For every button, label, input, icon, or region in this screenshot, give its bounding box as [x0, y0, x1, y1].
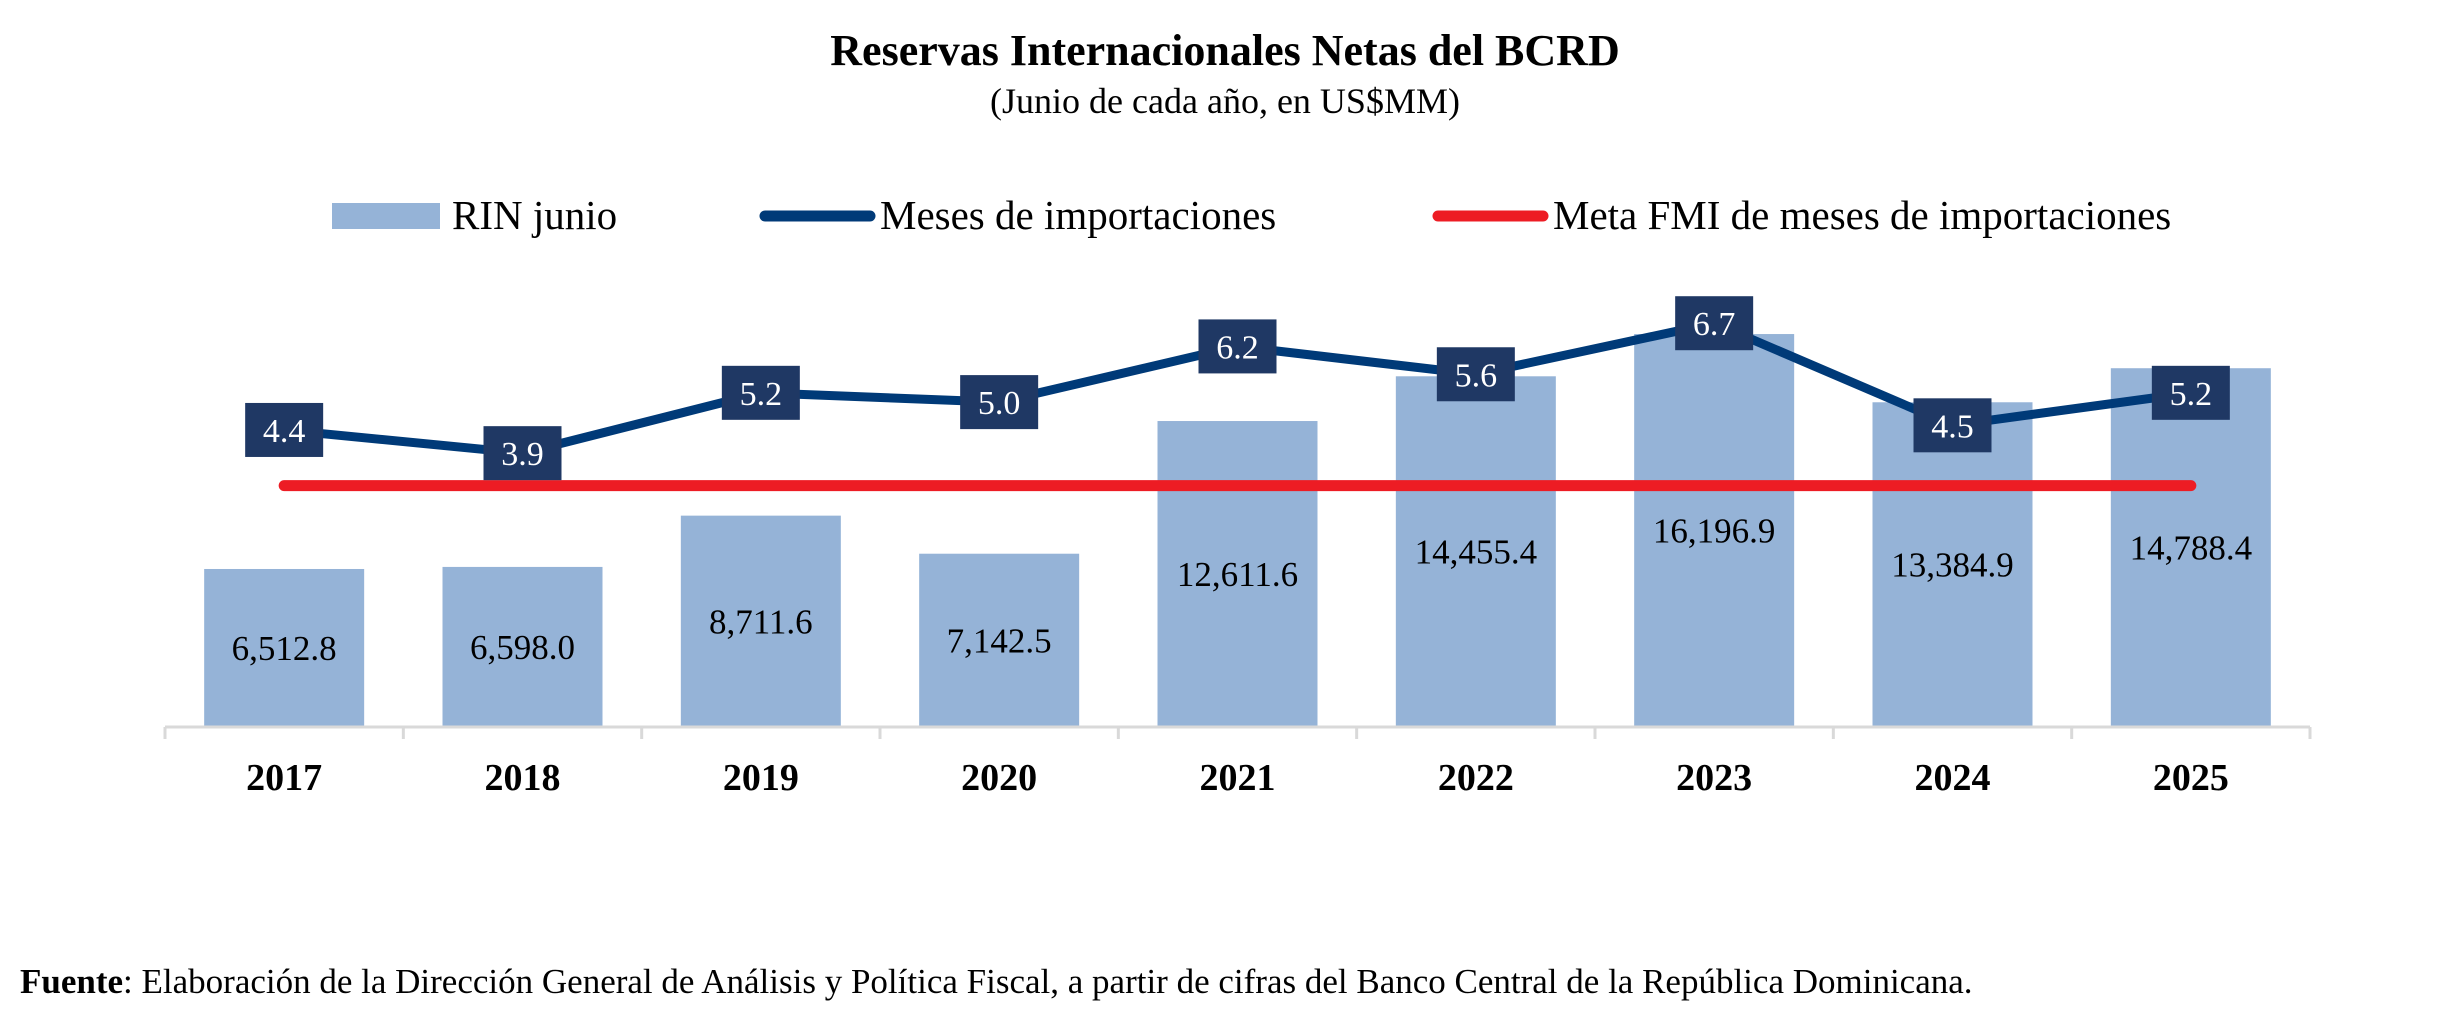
x-axis: 2017 2018 2019 2020 2021 2022 2023 2024 2025: [163, 725, 2312, 799]
meses-label-2021: 6.2: [1216, 329, 1259, 366]
bar-label-2024: 13,384.9: [1891, 546, 2014, 585]
bar-2023: [1634, 334, 1795, 727]
meses-label-2017: 4.4: [263, 413, 306, 450]
bar-2024: [1872, 402, 2033, 727]
source-note: Fuente: Elaboración de la Dirección Gene…: [20, 962, 1973, 1002]
x-tick-label-2025: 2025: [2153, 757, 2229, 799]
x-tick-label-2019: 2019: [723, 757, 799, 799]
meses-label-box-2017: [245, 402, 324, 457]
bar-label-2023: 16,196.9: [1653, 512, 1776, 551]
legend-label-meses: Meses de importaciones: [880, 192, 1276, 238]
meses-label-box-2018: [483, 426, 562, 481]
meses-label-box-2023: [1675, 296, 1754, 351]
bar-label-2017: 6,512.8: [232, 629, 337, 668]
meses-label-box-2020: [960, 375, 1039, 430]
meses-label-box-2022: [1436, 347, 1515, 402]
bar-2019: [680, 515, 841, 727]
chart-subtitle: (Junio de cada año, en US$MM): [990, 81, 1460, 121]
bar-2025: [2110, 368, 2271, 727]
meses-label-2022: 5.6: [1455, 357, 1498, 394]
bar-label-2020: 7,142.5: [947, 621, 1052, 660]
meses-labels: 4.4 3.9 5.2 5.0 6.2 5.6 6.7 4.5 5.2: [245, 296, 2230, 481]
meses-label-2018: 3.9: [501, 436, 544, 473]
bar-label-2021: 12,611.6: [1177, 555, 1298, 594]
bar-2018: [442, 566, 603, 727]
chart-title: Reservas Internacionales Netas del BCRD: [830, 26, 1619, 75]
meses-label-2024: 4.5: [1931, 408, 1974, 445]
bar-2022: [1395, 376, 1556, 727]
legend-swatch-rin: [332, 203, 440, 229]
x-tick-label-2021: 2021: [1200, 757, 1276, 799]
x-tick-label-2024: 2024: [1915, 757, 1991, 799]
meses-label-box-2021: [1198, 319, 1277, 374]
meses-label-box-2019: [721, 365, 800, 420]
meses-label-2020: 5.0: [978, 385, 1021, 422]
bar-2017: [204, 568, 365, 727]
source-text: : Elaboración de la Dirección General de…: [123, 962, 1973, 1001]
bars: [204, 334, 2271, 727]
meses-label-2023: 6.7: [1693, 306, 1736, 343]
bar-2021: [1157, 421, 1318, 727]
bar-label-2019: 8,711.6: [709, 602, 813, 641]
bar-label-2018: 6,598.0: [470, 628, 575, 667]
bar-labels: 6,512.8 6,598.0 8,711.6 7,142.5 12,611.6 14,4…: [232, 512, 2252, 668]
meses-label-box-2025: [2151, 365, 2230, 420]
x-tick-label-2017: 2017: [246, 757, 322, 799]
x-tick-label-2022: 2022: [1438, 757, 1514, 799]
meses-label-2019: 5.2: [740, 376, 783, 413]
x-tick-label-2020: 2020: [961, 757, 1037, 799]
x-tick-label-2018: 2018: [485, 757, 561, 799]
legend-label-rin: RIN junio: [452, 192, 617, 238]
source-label: Fuente: [20, 962, 124, 1001]
legend-label-meta: Meta FMI de meses de importaciones: [1553, 192, 2171, 238]
x-tick-label-2023: 2023: [1676, 757, 1752, 799]
bar-label-2022: 14,455.4: [1415, 533, 1538, 572]
meses-label-box-2024: [1913, 398, 1992, 453]
bar-2020: [919, 553, 1080, 727]
meses-label-2025: 5.2: [2170, 376, 2213, 413]
legend: RIN junio Meses de importaciones Meta FM…: [332, 192, 2171, 238]
bar-label-2025: 14,788.4: [2130, 529, 2253, 568]
